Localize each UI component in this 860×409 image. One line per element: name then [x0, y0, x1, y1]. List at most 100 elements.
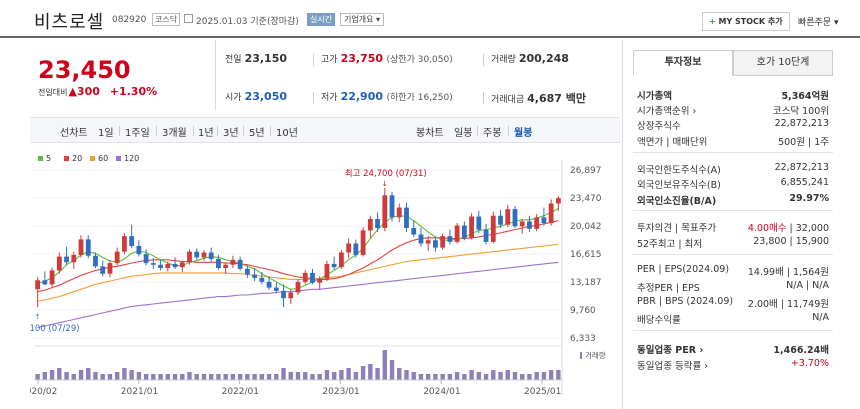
quick-order-button[interactable]: 빠른주문 ▾	[798, 15, 839, 28]
x-tick-label: 2024/01	[423, 387, 460, 397]
candle-body	[425, 240, 431, 244]
change-label: 전일대비	[38, 88, 68, 97]
candle	[454, 223, 460, 244]
info-row-label: 동일업종 등락률 ›	[637, 361, 709, 372]
tab-candle-chart[interactable]: 봉차트	[416, 128, 444, 139]
volume-bar	[288, 372, 293, 380]
trade-value-value: 4,687 백만	[527, 92, 586, 105]
tab-10year[interactable]: 10년	[276, 128, 298, 139]
tab-hoga-10[interactable]: 호가 10단계	[733, 50, 833, 76]
candle	[100, 260, 106, 277]
candle	[519, 218, 525, 234]
volume-bar	[454, 372, 460, 380]
volume-bar	[245, 374, 250, 380]
volume-bar	[527, 374, 532, 380]
candle	[382, 187, 388, 232]
tab-daily[interactable]: 일봉	[454, 128, 473, 139]
tab-3month[interactable]: 3개월	[162, 128, 187, 139]
candle-body	[273, 287, 279, 291]
volume-bar	[201, 374, 207, 380]
candle-body	[64, 256, 69, 263]
volume-bar	[187, 372, 192, 380]
tab-1week[interactable]: 1주일	[125, 128, 150, 139]
chart-annotations: 최고 24,700 (07/31)↓ ↑ 최저 10,100 (07/29)	[30, 168, 427, 334]
info-row-value: N/A | N/A	[786, 280, 829, 291]
candle	[411, 220, 417, 237]
high-annotation: 최고 24,700 (07/31)	[345, 168, 427, 179]
volume-bar	[49, 370, 55, 380]
trade-value-label: 거래대금	[491, 95, 525, 105]
candle-body	[49, 270, 55, 285]
chart-period-tabs: 선차트 1일 1주일 3개월 1년 3년 5년 10년 봉차트 일봉 주봉 월봉	[30, 117, 620, 143]
legend-label: 120	[124, 154, 139, 163]
legend-label: 5	[46, 154, 51, 163]
candle-body	[534, 217, 540, 229]
plus-icon: +	[709, 17, 716, 26]
legend-swatch	[38, 156, 43, 161]
tab-1year[interactable]: 1년	[198, 128, 214, 139]
volume-bar	[317, 374, 322, 380]
info-row-value: 22,872,213	[774, 118, 829, 129]
candle-body	[498, 215, 503, 225]
candle	[187, 249, 192, 265]
price-change: 전일대비▲300 +1.30%	[38, 85, 157, 98]
candle-body	[100, 266, 106, 274]
candle-body	[136, 245, 142, 255]
candle-body	[295, 281, 301, 293]
price-chart[interactable]: 5 20 60 120 26,897 23,470 20,042 16,615 13,187 9…	[30, 150, 610, 405]
up-arrow-icon: ▲	[68, 85, 77, 98]
candle	[107, 260, 113, 277]
candle	[389, 192, 395, 222]
lower-limit: (하한가 16,250)	[386, 93, 453, 103]
divider	[270, 126, 271, 136]
divider	[508, 126, 509, 136]
volume-bar	[237, 374, 243, 380]
volume-bar	[404, 370, 409, 380]
candle	[266, 276, 272, 291]
volume-bar	[520, 374, 525, 380]
divider	[156, 126, 157, 136]
info-row-value: N/A	[812, 312, 829, 323]
upper-limit: (상한가 30,050)	[386, 55, 453, 65]
tab-line-chart[interactable]: 선차트	[60, 128, 88, 139]
info-row-value: +3.70%	[790, 358, 829, 369]
tab-5year[interactable]: 5년	[249, 128, 265, 139]
realtime-button[interactable]: 실시간	[307, 13, 336, 26]
candle	[273, 282, 279, 294]
volume-bar	[483, 374, 489, 380]
tab-monthly[interactable]: 월봉	[514, 128, 533, 139]
tab-invest-info[interactable]: 투자정보	[633, 50, 733, 76]
candle	[172, 257, 178, 269]
candle-body	[396, 207, 402, 218]
volume-legend-label: 거래량	[585, 351, 606, 360]
candle-body	[259, 277, 265, 282]
prev-close-label: 전일	[225, 55, 242, 65]
candle	[56, 252, 62, 274]
candle	[71, 251, 77, 269]
candle-body	[548, 203, 554, 224]
open-value: 23,050	[244, 90, 288, 103]
candle	[223, 262, 229, 274]
company-info-label: 기업개요	[344, 15, 374, 24]
quick-order-label: 빠른주문	[798, 18, 832, 28]
candle	[548, 199, 554, 226]
low-annotation: 최저 10,100 (07/29)	[30, 323, 80, 334]
x-tick-label: 2020/02	[30, 387, 57, 397]
add-my-stock-button[interactable]: + MY STOCK 추가	[702, 12, 790, 31]
tab-3year[interactable]: 3년	[223, 128, 239, 139]
info-row-value: 22,872,213	[774, 162, 829, 173]
candle	[317, 276, 323, 290]
investment-info-panel: 투자정보 호가 10단계 시가총액 5,364억원 시가총액순위 › 코스닥 100위…	[622, 40, 840, 409]
divider	[633, 152, 833, 153]
candle-body	[310, 272, 315, 283]
volume-bar	[541, 372, 547, 380]
volume-bar	[122, 368, 127, 380]
candle	[396, 203, 402, 223]
company-info-button[interactable]: 기업개요 ▾	[340, 13, 385, 26]
legend-swatch	[64, 156, 69, 161]
tab-1day[interactable]: 1일	[98, 128, 114, 139]
volume-bar	[35, 374, 40, 380]
volume-bar	[397, 368, 402, 380]
tab-weekly[interactable]: 주봉	[483, 128, 502, 139]
candle	[42, 271, 48, 286]
